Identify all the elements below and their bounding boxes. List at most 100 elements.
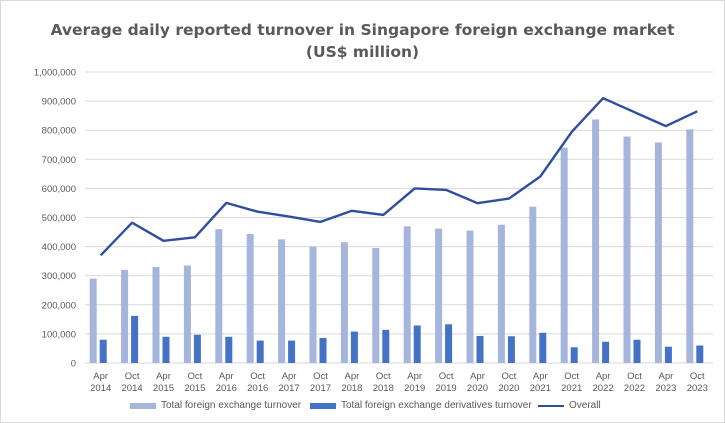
x-tick-label-month: Oct — [502, 371, 517, 382]
bar-total-fx — [183, 265, 191, 363]
gridlines — [85, 71, 713, 364]
bar-total-fx — [592, 119, 600, 363]
bar-total-fx — [497, 224, 505, 363]
y-tick-label: 100,000 — [42, 329, 76, 340]
bar-total-fx — [529, 206, 537, 363]
y-tick-label: 800,000 — [42, 126, 76, 137]
bar-derivatives — [382, 329, 390, 363]
bar-total-fx — [560, 147, 568, 363]
bar-derivatives — [570, 347, 578, 363]
x-tick-label-year: 2020 — [498, 383, 519, 394]
bar-derivatives — [507, 336, 515, 363]
bar-derivatives — [99, 339, 107, 363]
x-tick-label-month: Apr — [156, 371, 171, 382]
bar-total-fx — [435, 228, 443, 363]
bar-derivatives — [319, 337, 327, 363]
x-tick-label-month: Apr — [470, 371, 485, 382]
bar-derivatives — [288, 340, 296, 363]
legend: Total foreign exchange turnover Total fo… — [0, 400, 725, 416]
y-tick-label: 300,000 — [42, 271, 76, 282]
x-tick-label-year: 2015 — [153, 383, 174, 394]
x-tick-label-month: Oct — [125, 371, 140, 382]
legend-swatch-derivatives — [310, 402, 336, 409]
legend-item-derivatives[interactable]: Total foreign exchange derivatives turno… — [310, 400, 532, 411]
x-tick-label-year: 2019 — [436, 383, 457, 394]
y-tick-label: 600,000 — [42, 184, 76, 195]
legend-item-overall[interactable]: Overall — [538, 400, 601, 411]
x-tick-label-month: Oct — [313, 371, 328, 382]
bar-total-fx — [372, 248, 380, 363]
x-tick-label-year: 2018 — [341, 383, 362, 394]
y-tick-label: 1,000,000 — [34, 68, 76, 79]
legend-label-total-fx: Total foreign exchange turnover — [161, 400, 302, 411]
y-tick-label: 700,000 — [42, 155, 76, 166]
x-tick-label-year: 2015 — [184, 383, 205, 394]
bar-total-fx — [654, 142, 662, 363]
bar-total-fx — [340, 242, 348, 363]
x-tick-label-year: 2020 — [467, 383, 488, 394]
x-tick-label-year: 2017 — [279, 383, 300, 394]
bar-total-fx — [623, 136, 631, 363]
x-tick-label-month: Apr — [282, 371, 297, 382]
bar-total-fx — [686, 129, 694, 363]
bar-derivatives — [633, 339, 641, 363]
line-overall — [99, 96, 698, 257]
x-tick-label-month: Apr — [345, 371, 360, 382]
x-tick-label-year: 2014 — [122, 383, 143, 394]
bar-total-fx — [278, 239, 286, 363]
x-tick-label-year: 2021 — [561, 383, 582, 394]
bar-derivatives — [193, 334, 201, 363]
legend-label-overall: Overall — [569, 400, 601, 411]
y-tick-label: 400,000 — [42, 242, 76, 253]
x-axis-ticks: Apr2014Oct2014Apr2015Oct2015Apr2016Oct20… — [90, 371, 708, 394]
bar-derivatives — [162, 336, 170, 363]
x-tick-label-year: 2019 — [404, 383, 425, 394]
x-tick-label-month: Apr — [596, 371, 611, 382]
x-tick-label-year: 2023 — [655, 383, 676, 394]
bar-derivatives — [539, 332, 547, 363]
x-tick-label-year: 2022 — [624, 383, 645, 394]
chart-subtitle-units: (US$ million) — [305, 43, 420, 61]
x-tick-label-month: Apr — [407, 371, 422, 382]
x-tick-label-year: 2016 — [216, 383, 237, 394]
y-tick-label: 0 — [71, 359, 76, 370]
legend-swatch-overall — [538, 404, 564, 407]
x-tick-label-year: 2022 — [593, 383, 614, 394]
bar-total-fx — [89, 278, 97, 363]
x-tick-label-year: 2018 — [373, 383, 394, 394]
x-tick-label-month: Oct — [250, 371, 265, 382]
x-tick-label-month: Apr — [533, 371, 548, 382]
y-tick-label: 500,000 — [42, 213, 76, 224]
bar-derivatives — [602, 341, 610, 363]
y-axis-ticks: 0 100,000 200,000 300,000 400,000 500,000 600,… — [34, 68, 76, 370]
bar-derivatives — [131, 315, 139, 363]
y-tick-label: 200,000 — [42, 300, 76, 311]
x-tick-label-month: Apr — [659, 371, 674, 382]
bar-total-fx — [215, 229, 223, 363]
x-tick-label-month: Apr — [219, 371, 234, 382]
chart-plot: 0 100,000 200,000 300,000 400,000 500,000 600,… — [34, 68, 713, 394]
x-tick-label-year: 2021 — [530, 383, 551, 394]
series-total-fx-turnover — [89, 119, 694, 363]
series-fx-derivatives-turnover — [99, 315, 704, 363]
bar-total-fx — [246, 234, 254, 363]
bar-derivatives — [256, 340, 264, 363]
bar-derivatives — [476, 335, 484, 363]
bar-total-fx — [309, 246, 317, 363]
legend-swatch-total-fx — [130, 402, 156, 409]
bar-total-fx — [403, 226, 411, 363]
bar-derivatives — [225, 336, 233, 363]
x-tick-label-month: Oct — [188, 371, 203, 382]
x-tick-label-month: Oct — [627, 371, 642, 382]
bar-total-fx — [466, 230, 474, 363]
chart-title: Average daily reported turnover in Singa… — [50, 21, 675, 39]
x-tick-label-year: 2017 — [310, 383, 331, 394]
bar-derivatives — [664, 346, 672, 363]
x-tick-label-month: Oct — [564, 371, 579, 382]
x-tick-label-month: Oct — [439, 371, 454, 382]
x-tick-label-month: Oct — [376, 371, 391, 382]
bar-derivatives — [413, 325, 421, 363]
x-tick-label-month: Apr — [93, 371, 108, 382]
legend-item-total-fx[interactable]: Total foreign exchange turnover — [130, 400, 301, 411]
x-tick-label-month: Oct — [690, 371, 705, 382]
